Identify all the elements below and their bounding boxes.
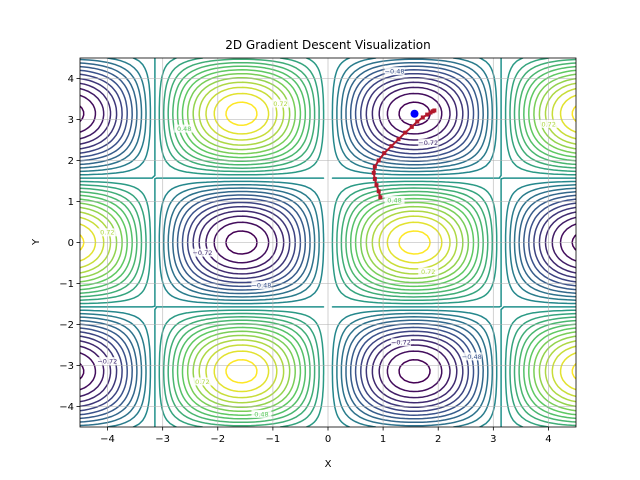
contour-level-line [80, 81, 576, 404]
contour-label: 0.48 [254, 410, 268, 418]
contour-label-background [384, 195, 405, 204]
contour-level-line [80, 72, 576, 413]
y-tick-label: 3 [68, 115, 74, 126]
descent-step-marker [403, 130, 408, 135]
descent-path [371, 108, 437, 200]
contour-label-background [251, 281, 272, 290]
y-tick-label: −1 [59, 279, 74, 290]
contour-level-line [80, 69, 576, 416]
descent-step-marker [374, 183, 379, 188]
y-tick-label: 1 [68, 197, 74, 208]
x-tick-label: 3 [490, 434, 496, 445]
contour-label: 0.72 [421, 268, 435, 276]
contour-level-line [80, 101, 576, 384]
y-tick-label: 4 [68, 74, 74, 85]
contour-label-background [390, 338, 411, 347]
x-tick-label: −2 [210, 434, 225, 445]
contour-level-line [80, 58, 576, 427]
contour-level-line [80, 77, 576, 408]
contour-label: 0.72 [195, 378, 209, 386]
contour-label-background [418, 267, 439, 276]
descent-step-marker [372, 176, 377, 181]
descent-step-marker [376, 189, 381, 194]
contour-label: 0.72 [100, 229, 114, 237]
contour-label-background [174, 124, 195, 133]
contour-label-background [538, 119, 559, 128]
contour-level-line [80, 69, 576, 416]
contour-label-background [192, 248, 213, 257]
grid-lines [80, 58, 576, 427]
contour-level-line [80, 58, 576, 427]
contour-label: 0.72 [541, 120, 555, 128]
contour-label-background [418, 138, 439, 147]
contour-level-line [80, 72, 576, 413]
descent-step-marker [396, 137, 401, 142]
descent-step-marker [378, 195, 383, 200]
descent-step-marker [382, 151, 387, 156]
descent-step-marker [420, 115, 425, 120]
contour-level-line [80, 81, 576, 404]
contour-labels: −0.72 −0.48 −0.72 −0.48 −0.72 −0.48 0.72 0.48 0.… [97, 67, 559, 418]
contour-label: −0.48 [462, 353, 482, 361]
contour-label: 0.48 [177, 125, 191, 133]
contour-label: −0.72 [391, 339, 411, 347]
final-point-marker [410, 109, 419, 118]
descent-step-marker [409, 124, 414, 129]
descent-step-marker [371, 170, 376, 175]
descent-step-marker [372, 164, 377, 169]
y-tick-label: 2 [68, 156, 74, 167]
y-tick-label: 0 [68, 238, 74, 249]
contour-label-background [97, 357, 118, 366]
chart-title: 2D Gradient Descent Visualization [225, 38, 431, 52]
x-axis-ticks: −4 −3 −2 −1 0 1 2 3 4 [100, 427, 552, 445]
x-tick-label: −4 [100, 434, 115, 445]
y-tick-label: −2 [59, 320, 74, 331]
y-axis-ticks: −4 −3 −2 −1 0 1 2 3 4 [59, 74, 80, 413]
descent-step-marker [376, 158, 381, 163]
contour-level-line [80, 58, 576, 427]
contour-label-background [97, 228, 118, 237]
contour-label: −0.48 [385, 68, 405, 76]
contour-label-background [270, 99, 291, 108]
contour-level-line [80, 58, 576, 427]
contour-label: 0.72 [273, 100, 287, 108]
x-tick-label: 4 [545, 434, 551, 445]
contour-level-line [80, 61, 576, 424]
y-tick-label: −3 [59, 361, 74, 372]
contour-label-background [461, 352, 482, 361]
contour-label: −0.72 [192, 249, 212, 257]
y-axis-label: Y [31, 238, 42, 246]
x-tick-label: −3 [155, 434, 170, 445]
contour-label-background [384, 67, 405, 76]
contour-label: −0.48 [251, 281, 271, 289]
contour-label: 0.48 [387, 196, 401, 204]
x-tick-label: 1 [380, 434, 386, 445]
x-tick-label: 2 [435, 434, 441, 445]
descent-step-marker [432, 108, 437, 113]
x-tick-label: 0 [325, 434, 331, 445]
contour-label: −0.72 [418, 139, 438, 147]
descent-step-marker [425, 112, 430, 117]
contour-level-line [80, 77, 576, 408]
contour-label-background [251, 409, 272, 418]
descent-step-marker [428, 110, 433, 115]
descent-step-marker [415, 119, 420, 124]
contour-label: −0.72 [97, 358, 117, 366]
contour-level-line [80, 65, 576, 420]
x-axis-label: X [325, 459, 332, 470]
contour-label-background [192, 377, 213, 386]
x-tick-label: −1 [266, 434, 281, 445]
contour-level-line [80, 65, 576, 420]
contour-level-line [80, 61, 576, 424]
contour-level-line [80, 101, 576, 384]
contour-lines [80, 58, 576, 427]
y-tick-label: −4 [59, 402, 74, 413]
descent-step-marker [389, 144, 394, 149]
